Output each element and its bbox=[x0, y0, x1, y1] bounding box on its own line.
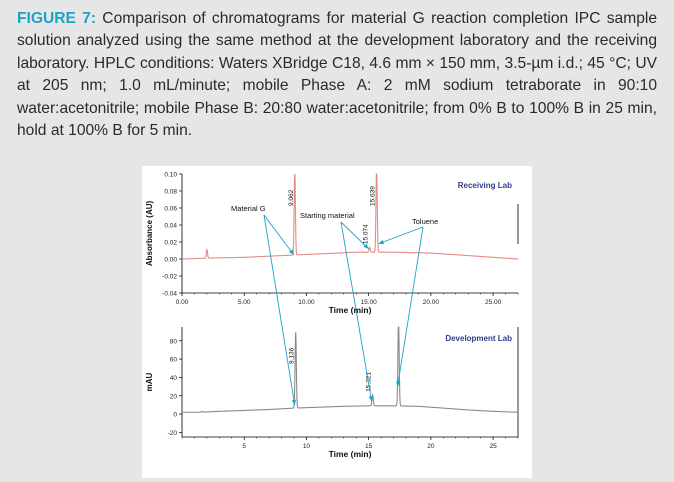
receiving-ytick-label: 0.10 bbox=[164, 172, 177, 179]
arrow-material-g-development-head bbox=[291, 399, 297, 405]
arrow-toluene-development bbox=[397, 226, 424, 387]
arrow-starting-material-development bbox=[340, 221, 373, 402]
development-peak-label: 15.321 bbox=[366, 372, 373, 392]
development-ytick-label: 0 bbox=[173, 412, 177, 419]
arrow-toluene-receiving bbox=[378, 226, 424, 245]
development-xtick-label: 5 bbox=[242, 443, 246, 450]
annotation-material-g: Material G bbox=[231, 204, 266, 213]
receiving-xtick-label: 25.00 bbox=[485, 299, 502, 306]
chart-panel: -0.04 -0.02 0.00 0.02 0.04 0.06 0.08 0.10 0.00 5.… bbox=[142, 166, 532, 478]
receiving-series-line bbox=[181, 173, 519, 260]
receiving-peak-label: 15.639 bbox=[370, 186, 377, 206]
arrow-toluene-receiving-head bbox=[378, 239, 385, 244]
annotation-toluene: Toluene bbox=[412, 217, 438, 226]
caption-text: Comparison of chromatograms for material… bbox=[17, 10, 657, 140]
arrow-material-g-receiving-head bbox=[289, 249, 294, 255]
figure-label: FIGURE 7: bbox=[17, 10, 97, 27]
receiving-peak-label: 9.062 bbox=[288, 189, 295, 206]
receiving-ytick-label: 0.04 bbox=[164, 223, 177, 230]
figure-caption: FIGURE 7: Comparison of chromatograms fo… bbox=[17, 8, 657, 142]
development-xtick-label: 20 bbox=[427, 443, 435, 450]
development-series-line bbox=[182, 326, 519, 413]
receiving-xtick-label: 10.00 bbox=[298, 299, 315, 306]
caption-box: FIGURE 7: Comparison of chromatograms fo… bbox=[0, 0, 674, 157]
development-ytick-label: 80 bbox=[170, 338, 178, 345]
development-xtick-label: 15 bbox=[365, 443, 373, 450]
receiving-ytick-label: 0.08 bbox=[164, 189, 177, 196]
development-xtick-label: 25 bbox=[489, 443, 497, 450]
development-peak-label: 9.136 bbox=[289, 347, 296, 364]
annotation-starting-material: Starting material bbox=[300, 211, 355, 220]
arrow-toluene-development-head bbox=[396, 381, 401, 387]
receiving-ytick-label: 0.06 bbox=[164, 206, 177, 213]
development-y-label: mAU bbox=[145, 372, 154, 391]
development-title: Development Lab bbox=[445, 334, 512, 343]
receiving-x-label: Time (min) bbox=[329, 305, 372, 315]
development-xtick-label: 10 bbox=[303, 443, 311, 450]
receiving-ytick-label: -0.04 bbox=[162, 291, 177, 298]
receiving-peak-label: 15.074 bbox=[363, 224, 370, 244]
development-ytick-label: -20 bbox=[168, 430, 178, 437]
arrow-starting-material-receiving-head bbox=[363, 243, 369, 249]
receiving-ytick-label: -0.02 bbox=[162, 274, 177, 281]
development-ytick-label: 20 bbox=[170, 393, 178, 400]
arrow-starting-material-development-head bbox=[368, 395, 373, 402]
chromatogram-chart: -0.04 -0.02 0.00 0.02 0.04 0.06 0.08 0.10 0.00 5.… bbox=[145, 172, 519, 459]
arrow-starting-material-receiving bbox=[340, 221, 369, 250]
receiving-ytick-label: 0.00 bbox=[164, 257, 177, 264]
receiving-y-label: Absorbance (AU) bbox=[145, 200, 154, 266]
receiving-xtick-label: 5.00 bbox=[238, 299, 251, 306]
arrow-material-g-receiving bbox=[263, 214, 295, 256]
receiving-xtick-label: 15.00 bbox=[361, 299, 378, 306]
development-x-label: Time (min) bbox=[329, 449, 372, 459]
receiving-xtick-label: 20.00 bbox=[423, 299, 440, 306]
development-ytick-label: 40 bbox=[170, 375, 178, 382]
development-ytick-label: 60 bbox=[170, 357, 178, 364]
arrow-material-g-development bbox=[263, 214, 296, 405]
receiving-ytick-label: 0.02 bbox=[164, 240, 177, 247]
receiving-title: Receiving Lab bbox=[458, 181, 512, 190]
receiving-xtick-label: 0.00 bbox=[176, 299, 189, 306]
